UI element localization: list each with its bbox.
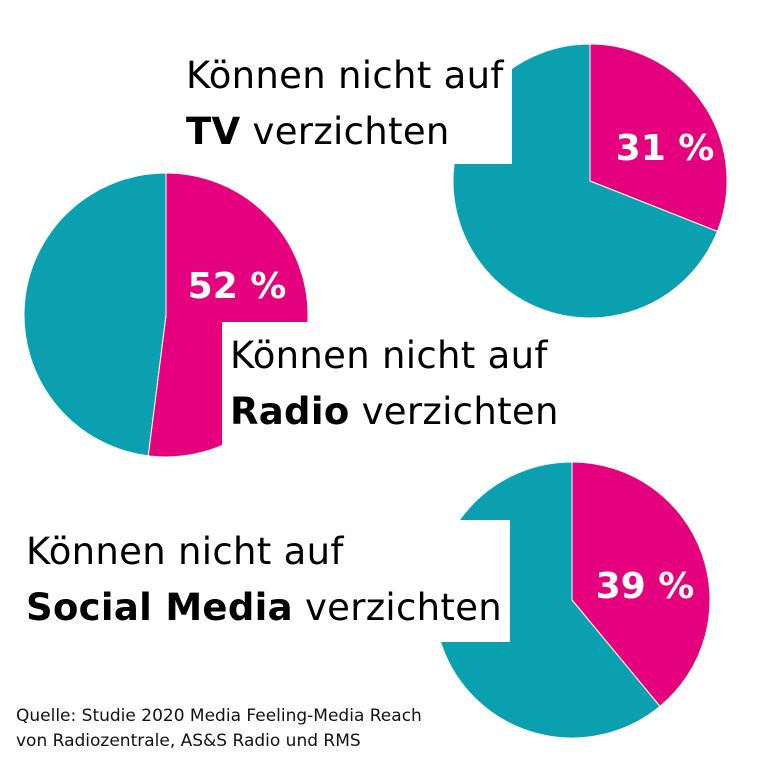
social-caption-medium: Social Media [26, 586, 293, 629]
radio-percent-label: 52 % [188, 266, 287, 307]
radio-caption-suffix: verzichten [361, 390, 559, 433]
tv-caption-medium: TV [186, 110, 241, 153]
social-percent-label: 39 % [596, 566, 695, 607]
social-caption-suffix: verzichten [304, 586, 503, 629]
source-line2: von Radiozentrale, AS&S Radio und RMS [16, 731, 361, 751]
social-slice-highlight [571, 461, 711, 708]
radio-caption-line1: Können nicht auf [230, 334, 548, 377]
tv-percent-label: 31 % [616, 128, 715, 169]
source-line1: Quelle: Studie 2020 Media Feeling-Media … [16, 706, 422, 726]
source-note: Quelle: Studie 2020 Media Feeling-Media … [16, 704, 422, 754]
radio-caption: Können nicht auf Radio verzichten [222, 322, 567, 446]
radio-slice-rest [23, 172, 167, 457]
tv-caption: Können nicht auf TV verzichten [178, 48, 512, 164]
radio-caption-medium: Radio [230, 390, 350, 433]
social-caption-line1: Können nicht auf [26, 530, 344, 573]
tv-caption-line1: Können nicht auf [186, 54, 504, 97]
social-caption: Können nicht auf Social Media verzichten [18, 520, 511, 642]
tv-caption-suffix: verzichten [252, 110, 450, 153]
tv-slice-highlight [589, 43, 728, 233]
